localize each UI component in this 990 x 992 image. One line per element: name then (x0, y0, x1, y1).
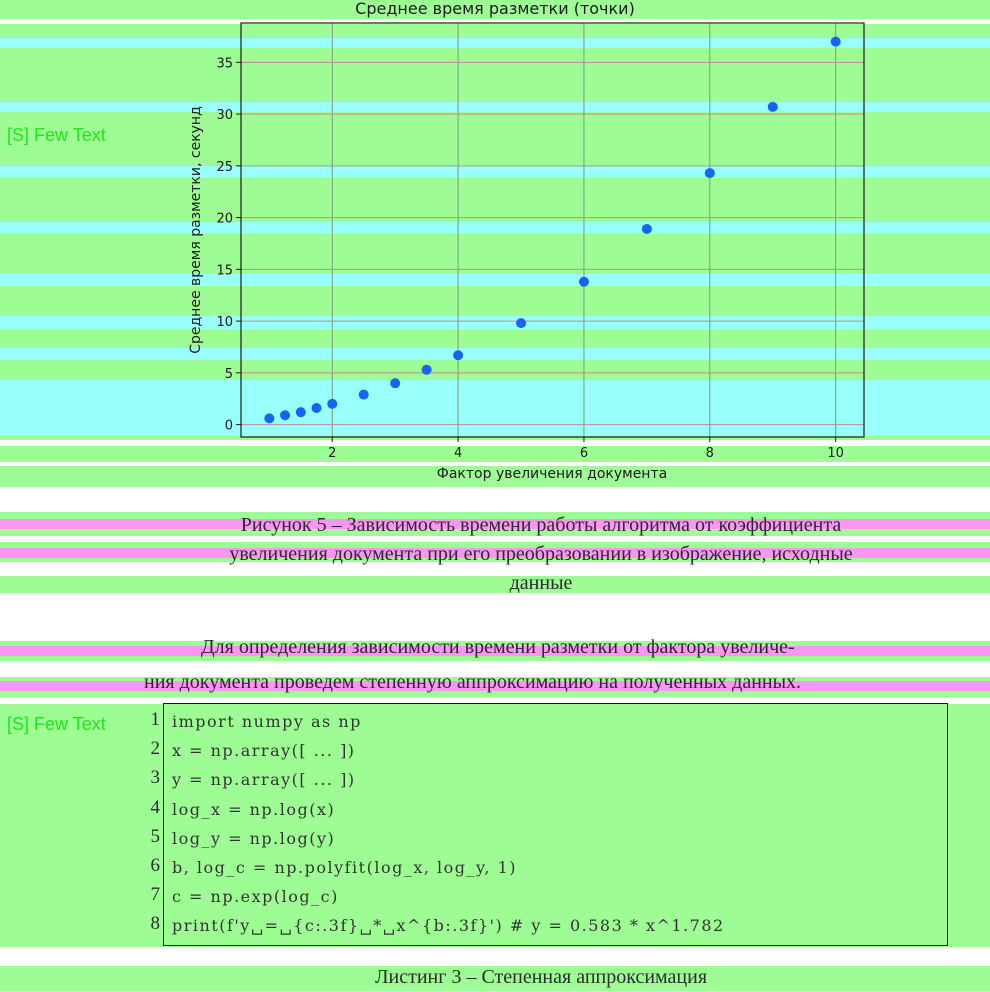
listing-caption: Листинг 3 – Степенная аппроксимация (374, 966, 708, 988)
data-point (327, 398, 338, 409)
paragraph-line: ния документа проведем степенную аппрокс… (144, 671, 802, 693)
data-point (453, 350, 464, 361)
y-tick-label: 25 (216, 160, 233, 175)
figure-caption-line: Рисунок 5 – Зависимость времени работы а… (240, 514, 842, 536)
data-point (311, 403, 322, 414)
stripe (0, 348, 990, 360)
stripe (0, 102, 990, 112)
data-point (358, 389, 369, 400)
listing-caption-band (0, 966, 990, 991)
y-tick-label: 10 (216, 315, 233, 330)
line-number: 1 (150, 709, 161, 730)
data-point (704, 168, 715, 179)
y-tick-label: 35 (216, 56, 233, 71)
para-highlight (0, 681, 990, 691)
data-point (641, 223, 652, 234)
x-axis-label: Фактор увеличения документа (436, 466, 668, 482)
region-tag: [S] Few Text (7, 125, 106, 145)
title-band (0, 0, 990, 19)
y-tick-label: 15 (216, 263, 233, 278)
code-line: log_y = np.log(y) (172, 828, 336, 848)
stripe (0, 166, 990, 178)
code-line: import numpy as np (172, 712, 362, 731)
gap (0, 440, 990, 446)
line-number: 4 (150, 796, 161, 818)
y-tick-label: 0 (225, 419, 233, 434)
y-tick-label: 30 (216, 108, 233, 123)
caption-band (0, 576, 990, 593)
stripe (0, 38, 990, 48)
line-number: 2 (150, 738, 161, 760)
code-line: print(f'y␣=␣{c:.3f}␣*␣x^{b:.3f}') # y = … (172, 916, 725, 936)
data-point (578, 276, 589, 287)
code-line: y = np.array([ ... ]) (172, 770, 356, 790)
stripe (0, 222, 990, 234)
caption-highlight (0, 548, 990, 558)
y-tick-label: 20 (216, 212, 233, 227)
y-axis-label: Среднее время разметки, секунд (188, 106, 204, 354)
code-listing: import numpy as np x = np.array([ ... ]) y… (163, 703, 948, 946)
chart-title: Среднее время разметки (точки) (355, 0, 635, 18)
line-number: 8 (150, 913, 161, 935)
stripe (0, 316, 990, 330)
x-tick-label: 6 (580, 446, 588, 461)
gap (0, 462, 990, 466)
region-tag: [S] Few Text (7, 714, 106, 734)
scatter-chart: 2 4 6 8 10 0 5 10 15 20 25 30 35 (216, 22, 865, 461)
listing-band (0, 704, 990, 947)
plot-frame (240, 22, 865, 438)
data-point (421, 364, 432, 375)
code-line: c = np.exp(log_c) (172, 887, 339, 907)
y-tick-label: 5 (225, 367, 233, 382)
paragraph-line: Для определения зависимости времени разм… (201, 636, 795, 658)
stripe (0, 380, 990, 436)
code-line: x = np.array([ ... ]) (172, 741, 356, 761)
data-point (516, 318, 527, 329)
line-number: 7 (150, 884, 161, 906)
data-point (830, 36, 841, 47)
line-number: 5 (150, 825, 161, 847)
data-point (767, 101, 778, 112)
data-point (264, 413, 275, 424)
caption-highlight (0, 519, 990, 529)
line-number: 3 (150, 767, 161, 789)
x-tick-label: 2 (328, 446, 336, 461)
code-line: b, log_c = np.polyfit(log_x, log_y, 1) (172, 858, 518, 877)
code-line: log_x = np.log(x) (172, 799, 336, 819)
figure-caption-line: увеличения документа при его преобразова… (229, 543, 853, 565)
stripe (0, 274, 990, 286)
figure-caption-line: данные (509, 572, 573, 594)
data-point (280, 410, 291, 421)
line-number: 6 (150, 855, 161, 876)
para-highlight (0, 646, 990, 656)
data-point (295, 407, 306, 418)
x-tick-label: 4 (454, 446, 462, 461)
data-point (390, 378, 401, 389)
x-tick-label: 8 (706, 446, 714, 461)
x-tick-label: 10 (827, 446, 844, 461)
